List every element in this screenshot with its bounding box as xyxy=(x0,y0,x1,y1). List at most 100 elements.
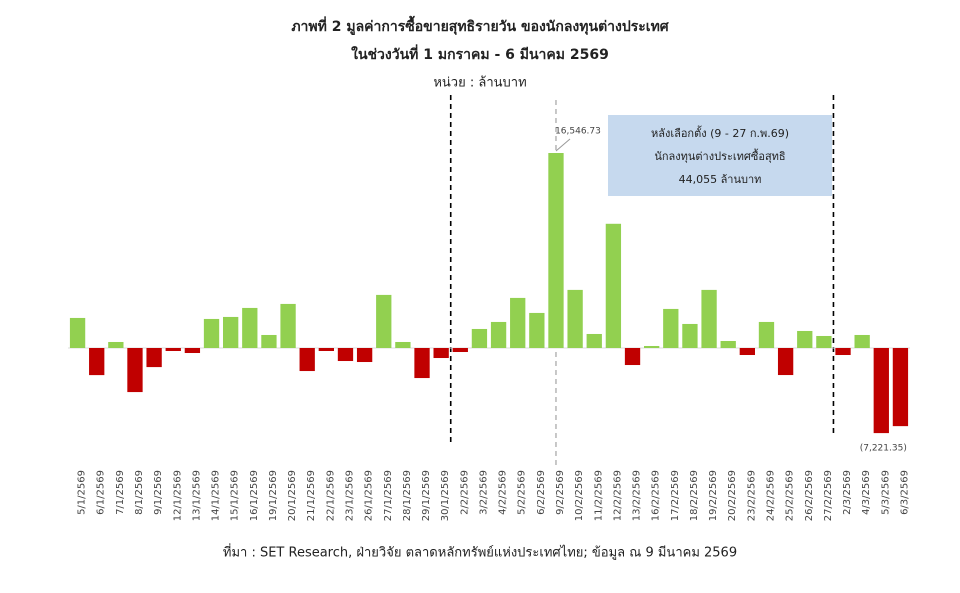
x-tick-label: 25/2/2569 xyxy=(785,470,796,521)
x-tick-label: 19/2/2569 xyxy=(708,470,719,521)
x-tick-label: 29/1/2569 xyxy=(421,470,432,521)
annotation-box xyxy=(608,115,832,196)
bar xyxy=(318,348,334,352)
x-tick-label: 30/1/2569 xyxy=(440,470,451,521)
bar xyxy=(797,330,813,348)
x-tick-label: 16/1/2569 xyxy=(249,470,260,521)
bar xyxy=(510,297,526,348)
bar xyxy=(280,303,296,348)
bar xyxy=(452,348,468,353)
x-tick-label: 9/1/2569 xyxy=(153,470,164,515)
bar xyxy=(701,289,717,348)
bar xyxy=(739,348,755,356)
x-tick-label: 27/2/2569 xyxy=(823,470,834,521)
bar xyxy=(471,328,488,348)
annotation-text: 44,055 ล้านบาท xyxy=(679,173,762,186)
x-tick-label: 28/1/2569 xyxy=(402,470,413,521)
x-tick-label: 14/1/2569 xyxy=(211,470,222,521)
data-label: 16,546.73 xyxy=(555,127,601,137)
x-tick-label: 15/1/2569 xyxy=(230,470,241,521)
bar xyxy=(490,321,507,348)
bar xyxy=(835,348,851,356)
bar xyxy=(89,348,105,376)
x-tick-label: 27/1/2569 xyxy=(383,470,394,521)
bar xyxy=(720,340,736,348)
bar xyxy=(873,348,889,434)
x-tick-label: 11/2/2569 xyxy=(593,470,604,521)
x-tick-label: 7/1/2569 xyxy=(115,470,126,515)
bar xyxy=(567,289,583,348)
bar xyxy=(624,348,641,366)
x-tick-label: 20/2/2569 xyxy=(727,470,738,521)
x-tick-label: 22/1/2569 xyxy=(325,470,336,521)
bar xyxy=(299,348,315,372)
x-tick-label: 13/2/2569 xyxy=(632,470,643,521)
x-tick-label: 23/1/2569 xyxy=(344,470,355,521)
x-tick-label: 5/2/2569 xyxy=(517,470,528,515)
bar xyxy=(376,294,392,348)
x-tick-label: 20/1/2569 xyxy=(287,470,298,521)
label-leader xyxy=(555,138,571,152)
bar xyxy=(261,334,277,348)
bar xyxy=(184,348,201,354)
x-tick-label: 23/2/2569 xyxy=(746,470,757,521)
x-tick-label: 17/2/2569 xyxy=(670,470,681,521)
bar xyxy=(758,321,775,348)
bar xyxy=(395,341,411,348)
bar xyxy=(127,348,143,393)
bar xyxy=(414,348,430,379)
bar xyxy=(644,345,660,348)
chart-subtitle: ในช่วงวันที่ 1 มกราคม - 6 มีนาคม 2569 xyxy=(351,44,609,63)
x-tick-label: 19/1/2569 xyxy=(268,470,279,521)
x-tick-label: 4/2/2569 xyxy=(498,470,509,515)
x-tick-label: 6/1/2569 xyxy=(96,470,107,515)
x-tick-label: 12/2/2569 xyxy=(612,470,623,521)
bar xyxy=(433,348,449,359)
bar xyxy=(203,318,220,348)
x-tick-label: 21/1/2569 xyxy=(306,470,317,521)
bar xyxy=(605,223,622,348)
x-tick-label: 5/3/2569 xyxy=(880,470,891,515)
bar xyxy=(146,348,162,368)
unit-label: หน่วย : ล้านบาท xyxy=(433,76,526,91)
x-tick-label: 4/3/2569 xyxy=(861,470,872,515)
x-tick-label: 2/2/2569 xyxy=(459,470,470,515)
bar xyxy=(548,153,564,348)
bar xyxy=(223,316,239,348)
bar xyxy=(892,348,909,427)
x-tick-label: 9/2/2569 xyxy=(555,470,566,515)
x-tick-label: 18/2/2569 xyxy=(689,470,700,521)
annotation-text: หลังเลือกตั้ง (9 - 27 ก.พ.69) xyxy=(651,125,789,140)
bar xyxy=(165,348,181,352)
bar xyxy=(108,341,124,348)
data-label: (7,221.35) xyxy=(860,444,907,454)
bar xyxy=(69,317,86,348)
x-tick-label: 6/3/2569 xyxy=(899,470,910,515)
annotation-text: นักลงทุนต่างประเทศซื้อสุทธิ xyxy=(654,148,785,163)
x-tick-label: 26/1/2569 xyxy=(364,470,375,521)
x-tick-label: 10/2/2569 xyxy=(574,470,585,521)
bar xyxy=(682,323,698,348)
x-tick-label: 2/3/2569 xyxy=(842,470,853,515)
bar xyxy=(586,333,602,348)
chart-title: ภาพที่ 2 มูลค่าการซื้อขายสุทธิรายวัน ของ… xyxy=(291,15,669,35)
source-note: ที่มา : SET Research, ฝ่ายวิจัย ตลาดหลัก… xyxy=(223,544,737,561)
x-tick-label: 16/2/2569 xyxy=(651,470,662,521)
x-tick-label: 6/2/2569 xyxy=(536,470,547,515)
bar xyxy=(663,308,679,348)
bar xyxy=(816,335,832,348)
x-tick-label: 13/1/2569 xyxy=(191,470,202,521)
x-tick-label: 8/1/2569 xyxy=(134,470,145,515)
bar xyxy=(337,348,354,362)
x-tick-label: 12/1/2569 xyxy=(172,470,183,521)
x-tick-label: 3/2/2569 xyxy=(478,470,489,515)
bar xyxy=(777,348,794,376)
x-tick-label: 24/2/2569 xyxy=(765,470,776,521)
bar xyxy=(242,307,258,348)
x-tick-label: 5/1/2569 xyxy=(77,470,88,515)
bar xyxy=(854,334,870,348)
bar xyxy=(356,348,373,363)
x-tick-label: 26/2/2569 xyxy=(804,470,815,521)
bar xyxy=(529,312,545,348)
